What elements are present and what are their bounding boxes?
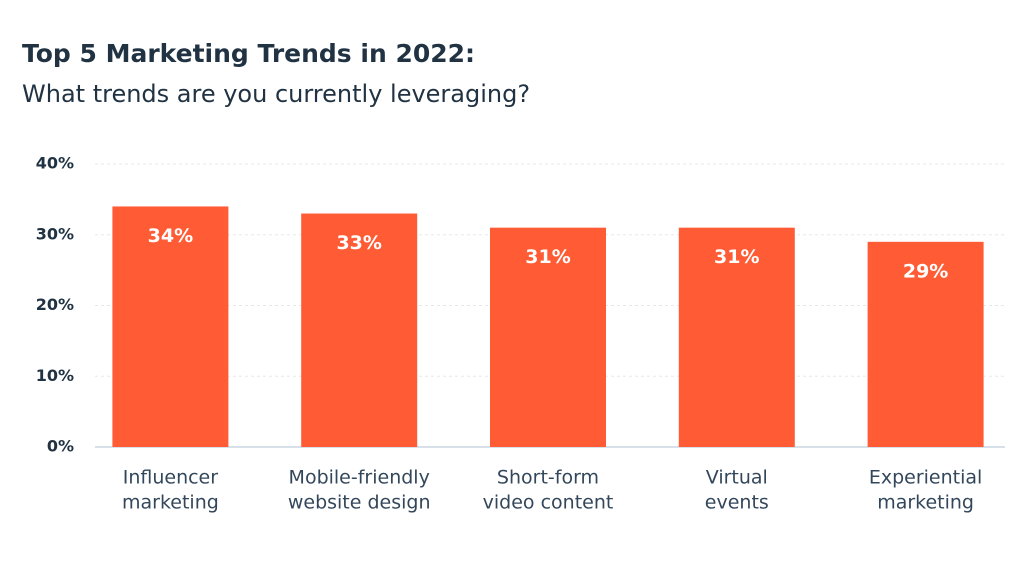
y-tick-label: 10% xyxy=(36,366,74,385)
bar xyxy=(301,213,418,447)
value-label: 33% xyxy=(336,232,381,254)
bar xyxy=(678,227,795,447)
value-label: 31% xyxy=(714,246,759,268)
x-tick-label: Short-form xyxy=(497,467,599,489)
x-tick-label: marketing xyxy=(122,492,219,514)
bar xyxy=(867,241,984,447)
y-tick-label: 0% xyxy=(47,437,74,456)
bar xyxy=(112,206,229,447)
x-tick-label: events xyxy=(705,492,769,514)
x-tick-label: video content xyxy=(483,492,614,514)
chart-title: Top 5 Marketing Trends in 2022: xyxy=(22,39,475,68)
x-tick-label: Mobile-friendly xyxy=(289,467,430,489)
x-tick-label: website design xyxy=(288,492,431,514)
bar xyxy=(490,227,606,447)
value-label: 29% xyxy=(903,260,948,282)
value-label: 34% xyxy=(148,225,193,247)
x-tick-label: Experiential xyxy=(869,467,982,489)
y-tick-label: 40% xyxy=(36,154,74,173)
x-tick-label: Influencer xyxy=(123,467,219,489)
chart-subtitle: What trends are you currently leveraging… xyxy=(22,80,530,108)
value-label: 31% xyxy=(525,246,570,268)
y-tick-label: 30% xyxy=(36,224,74,243)
x-tick-label: marketing xyxy=(877,492,974,514)
x-tick-label: Virtual xyxy=(706,467,768,489)
y-tick-label: 20% xyxy=(36,295,74,314)
